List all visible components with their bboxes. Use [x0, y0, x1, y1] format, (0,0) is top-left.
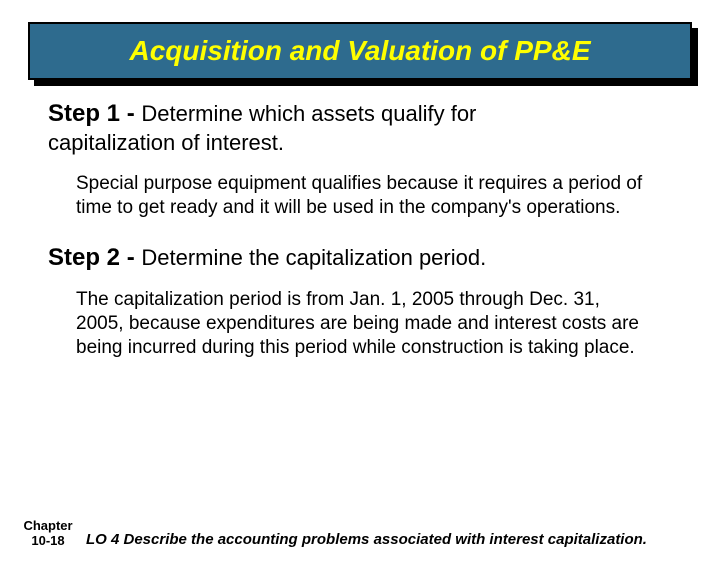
- step-1-body-line2: capitalization of interest.: [48, 130, 284, 155]
- step-1-label: Step 1 -: [48, 100, 141, 127]
- step-1-explain: Special purpose equipment qualifies beca…: [76, 172, 652, 221]
- slide-title: Acquisition and Valuation of PP&E: [130, 35, 591, 67]
- step-2-body: Determine the capitalization period.: [141, 245, 486, 270]
- step-2-label: Step 2 -: [48, 244, 141, 271]
- step-1: Step 1 - Determine which assets qualify …: [48, 98, 672, 158]
- chapter-indicator: Chapter 10-18: [18, 519, 78, 548]
- title-front: Acquisition and Valuation of PP&E: [28, 22, 692, 80]
- step-2: Step 2 - Determine the capitalization pe…: [48, 242, 672, 273]
- title-bar: Acquisition and Valuation of PP&E: [28, 22, 692, 80]
- chapter-label: Chapter: [23, 518, 72, 533]
- footer: Chapter 10-18 LO 4 Describe the accounti…: [0, 519, 720, 548]
- chapter-number: 10-18: [31, 533, 64, 548]
- step-1-body-line1: Determine which assets qualify for: [141, 101, 476, 126]
- step-2-explain: The capitalization period is from Jan. 1…: [76, 288, 652, 361]
- content-area: Step 1 - Determine which assets qualify …: [0, 98, 720, 361]
